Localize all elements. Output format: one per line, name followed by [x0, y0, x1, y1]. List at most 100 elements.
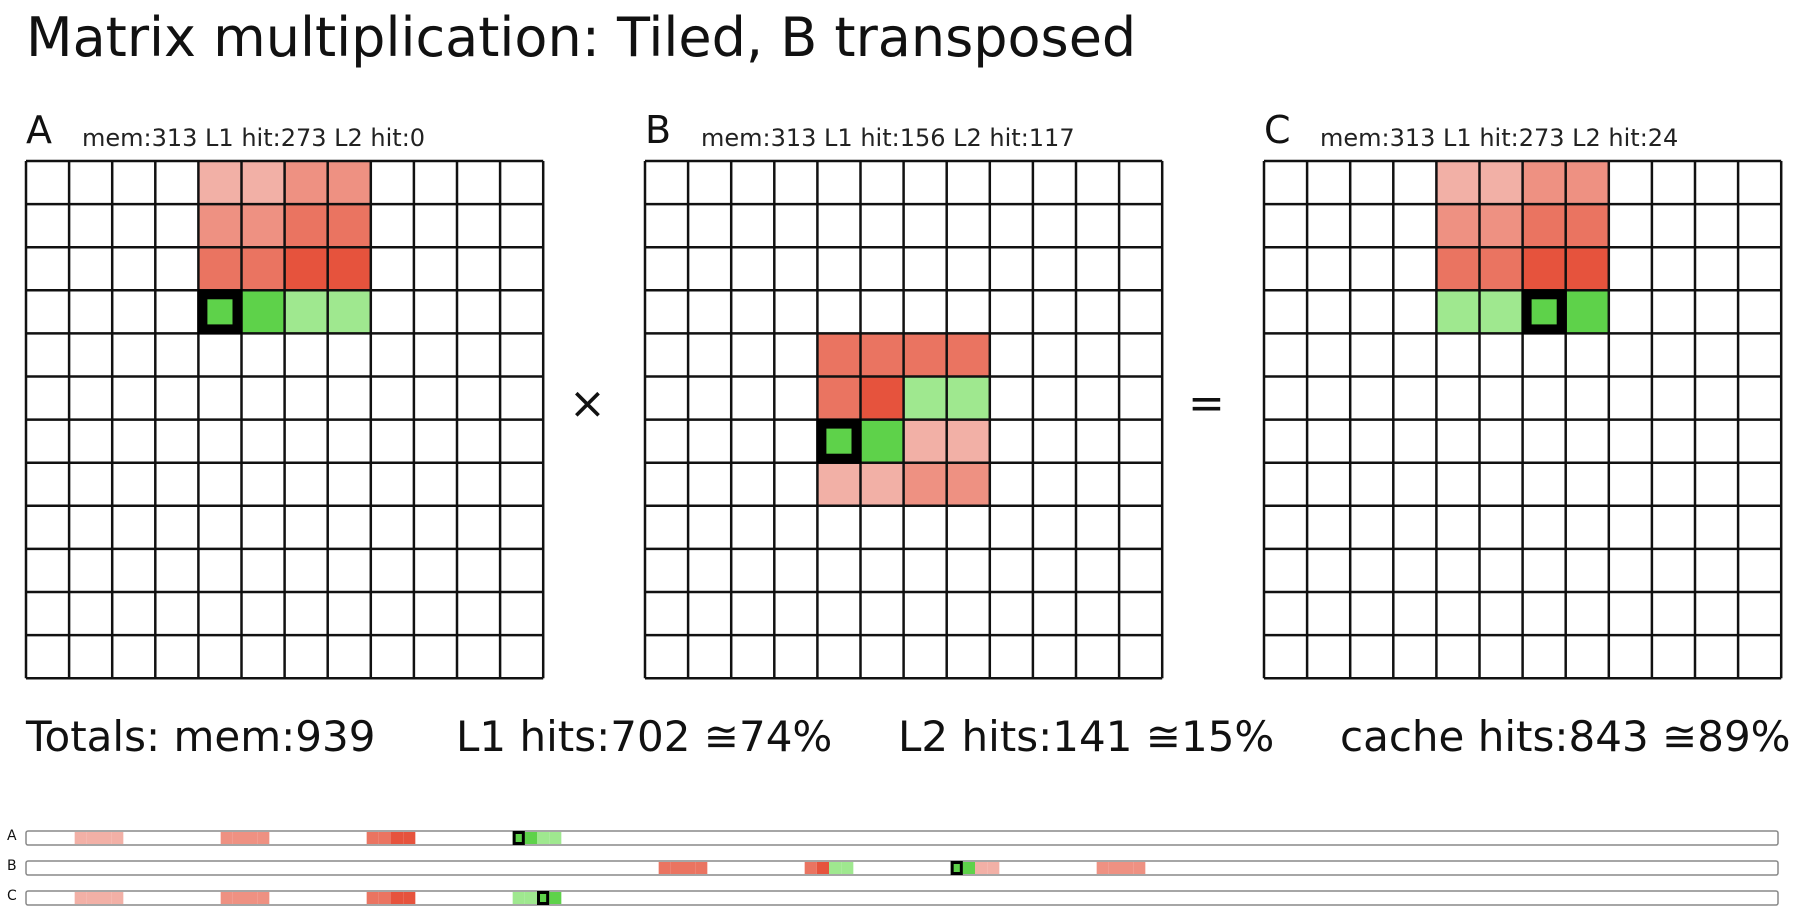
matrix-c-cell	[1436, 161, 1480, 205]
matrix-b-cell	[903, 376, 947, 420]
memory-track-c-cell	[524, 892, 537, 904]
matrix-c-cell	[1436, 247, 1480, 291]
memory-track-a-cell	[366, 832, 379, 844]
memory-track-a-cursor	[512, 831, 525, 845]
page-title: Matrix multiplication: Tiled, B transpos…	[26, 6, 1137, 69]
memory-track-a-cell	[245, 832, 258, 844]
memory-track-c-cell	[549, 892, 562, 904]
memory-track-a-cell	[220, 832, 233, 844]
matrix-a-cell	[241, 204, 285, 248]
matrix-a-cell	[327, 161, 371, 205]
matrix-b-stats: mem:313 L1 hit:156 L2 hit:117	[701, 124, 1075, 152]
matrix-b-cell	[860, 376, 904, 420]
track-c-label: C	[7, 888, 17, 904]
matrix-b-cell	[903, 333, 947, 377]
memory-track-b-cell	[816, 862, 829, 874]
matrix-a-cell	[198, 161, 242, 205]
memory-track-a-cell	[403, 832, 416, 844]
memory-track-a-cell	[86, 832, 99, 844]
matrix-c-cell	[1436, 290, 1480, 334]
matrix-c-cell	[1479, 204, 1523, 248]
matrix-c-cell	[1565, 161, 1609, 205]
matrix-c-cursor	[1521, 289, 1567, 335]
matrix-c-cell	[1522, 247, 1566, 291]
matrix-b-cell	[946, 376, 990, 420]
matrix-c-label: C	[1264, 108, 1291, 152]
totals-mem: Totals: mem:939	[26, 712, 376, 761]
matrix-a-cell	[198, 247, 242, 291]
memory-track-c-cell	[378, 892, 391, 904]
matrix-c-cell	[1565, 204, 1609, 248]
matrix-a-cell	[284, 247, 328, 291]
memory-track-c-cell	[99, 892, 112, 904]
memory-track-b-cell	[829, 862, 842, 874]
memory-track-b-cell	[695, 862, 708, 874]
matrix-a-cell	[327, 247, 371, 291]
matrix-b-cell	[903, 419, 947, 463]
matrix-c-cell	[1565, 247, 1609, 291]
matrix-b-cell	[817, 462, 861, 506]
matrix-a-cell	[198, 204, 242, 248]
totals-cache: cache hits:843 ≅89%	[1340, 712, 1791, 761]
memory-track-b-cell	[1121, 862, 1134, 874]
memory-track-c-cell	[403, 892, 416, 904]
matrix-a-stats: mem:313 L1 hit:273 L2 hit:0	[82, 124, 426, 152]
memory-track-b	[25, 860, 1779, 876]
memory-track-c-cell	[245, 892, 258, 904]
memory-track-a-cell	[524, 832, 537, 844]
memory-track-b-cell	[670, 862, 683, 874]
matrix-a-cell	[284, 161, 328, 205]
matrix-b-cell	[946, 462, 990, 506]
equals-operator: =	[1188, 378, 1225, 429]
memory-track-b-cell	[804, 862, 817, 874]
matrix-a-cell	[327, 290, 371, 334]
memory-track-b-cell	[1096, 862, 1109, 874]
memory-track-b-cell	[987, 862, 1000, 874]
memory-track-c-cell	[86, 892, 99, 904]
track-b-label: B	[7, 858, 17, 874]
track-a-label: A	[7, 828, 17, 844]
memory-track-b-cell	[1133, 862, 1146, 874]
memory-track-c-cell	[366, 892, 379, 904]
matrix-c-cell	[1436, 204, 1480, 248]
matrix-b-cell	[817, 376, 861, 420]
memory-track-a-current-cell	[512, 832, 525, 844]
matrix-a-cursor	[197, 289, 243, 335]
memory-track-c-cell	[512, 892, 525, 904]
memory-track-a-cell	[537, 832, 550, 844]
matrix-c-stats: mem:313 L1 hit:273 L2 hit:24	[1320, 124, 1679, 152]
memory-track-c-cell	[257, 892, 270, 904]
matrix-a-cell	[241, 290, 285, 334]
memory-track-b-current-cell	[950, 862, 963, 874]
memory-track-a-cell	[111, 832, 124, 844]
matrix-b-cell	[817, 333, 861, 377]
matrix-a-cell	[241, 247, 285, 291]
memory-track-b-cell	[962, 862, 975, 874]
memory-track-a-cell	[74, 832, 87, 844]
totals-l2: L2 hits:141 ≅15%	[898, 712, 1275, 761]
memory-track-b-cell	[683, 862, 696, 874]
memory-track-c-current-cell	[537, 892, 550, 904]
memory-track-c-cell	[232, 892, 245, 904]
matrix-b-cell	[860, 419, 904, 463]
memory-track-b-cell	[841, 862, 854, 874]
matrix-a-cell	[241, 161, 285, 205]
memory-track-b-cursor	[950, 861, 963, 875]
matrix-c-cell	[1565, 290, 1609, 334]
memory-track-c-cell	[74, 892, 87, 904]
memory-track-a-cell	[378, 832, 391, 844]
matrix-b-cell	[860, 333, 904, 377]
memory-track-b-cell	[658, 862, 671, 874]
matrix-b-cell	[860, 462, 904, 506]
memory-track-a	[25, 830, 1779, 846]
memory-track-b-cell	[1108, 862, 1121, 874]
memory-track-c-cursor	[537, 891, 550, 905]
times-operator: ×	[569, 378, 606, 429]
memory-track-a-cell	[391, 832, 404, 844]
memory-track-c	[25, 890, 1779, 906]
matrix-b-cell	[946, 419, 990, 463]
matrix-a-cell	[327, 204, 371, 248]
matrix-b-cursor	[816, 418, 862, 464]
memory-track-c-cell	[111, 892, 124, 904]
